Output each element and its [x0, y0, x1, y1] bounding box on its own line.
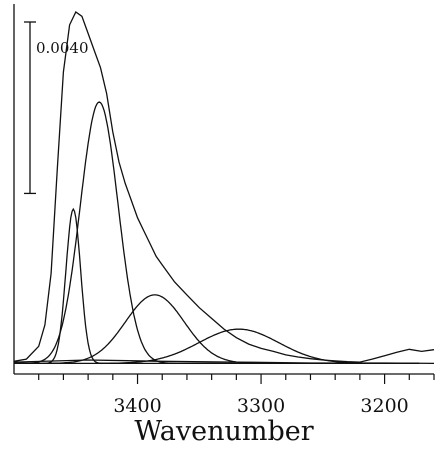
component-band-line	[14, 294, 420, 365]
x-tick-label: 3300	[237, 395, 285, 417]
x-tick-label: 3200	[360, 395, 408, 417]
component-band-line	[14, 328, 420, 365]
scale-bar-label: 0.0040	[36, 39, 89, 57]
x-tick-label: 3400	[113, 395, 161, 417]
baseline-line	[13, 359, 435, 365]
component-band-line	[14, 101, 420, 365]
spectrum-line	[13, 11, 435, 363]
scale-bar: 0.0040	[24, 21, 89, 195]
x-ticks: 3400 3300 3200	[38, 374, 435, 417]
curves	[13, 11, 435, 365]
x-axis-title: Wavenumber	[134, 416, 313, 447]
axes-frame	[13, 4, 434, 375]
component-band-line	[14, 207, 420, 365]
